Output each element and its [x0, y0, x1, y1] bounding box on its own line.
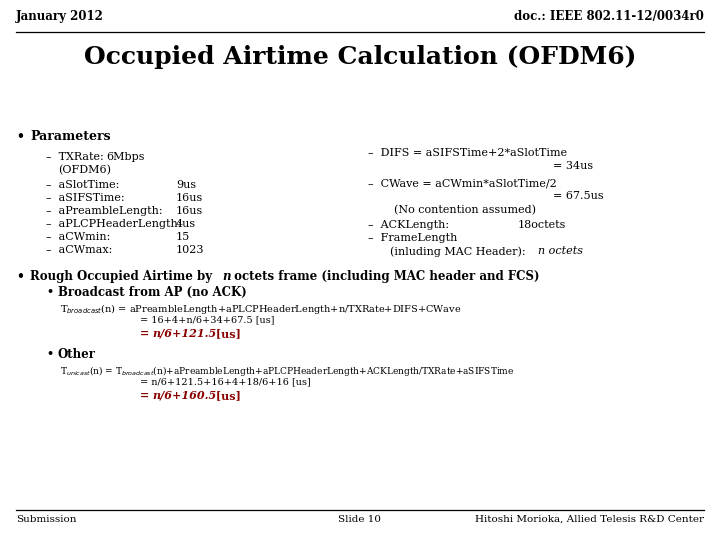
Text: •: • — [16, 130, 24, 143]
Text: doc.: IEEE 802.11-12/0034r0: doc.: IEEE 802.11-12/0034r0 — [514, 10, 704, 23]
Text: T$_{unicast}$(n) = T$_{broadcast}$(n)+aPreambleLength+aPLCPHeaderLength+ACKLengt: T$_{unicast}$(n) = T$_{broadcast}$(n)+aP… — [60, 364, 515, 378]
Text: –  FrameLength: – FrameLength — [368, 233, 457, 243]
Text: Broadcast from AP (no ACK): Broadcast from AP (no ACK) — [58, 286, 247, 299]
Text: [us]: [us] — [212, 390, 241, 401]
Text: n/6+160.5: n/6+160.5 — [152, 390, 216, 401]
Text: –  aSIFSTime:: – aSIFSTime: — [46, 193, 125, 203]
Text: –  aCWmin:: – aCWmin: — [46, 232, 110, 242]
Text: Other: Other — [58, 348, 96, 361]
Text: n octets: n octets — [538, 246, 583, 256]
Text: January 2012: January 2012 — [16, 10, 104, 23]
Text: •: • — [46, 286, 53, 297]
Text: 15: 15 — [176, 232, 190, 242]
Text: (OFDM6): (OFDM6) — [58, 165, 111, 176]
Text: = 67.5us: = 67.5us — [553, 191, 603, 201]
Text: •: • — [46, 348, 53, 359]
Text: 16us: 16us — [176, 193, 203, 203]
Text: 1023: 1023 — [176, 245, 204, 255]
Text: –  aCWmax:: – aCWmax: — [46, 245, 112, 255]
Text: octets frame (including MAC header and FCS): octets frame (including MAC header and F… — [230, 270, 539, 283]
Text: =: = — [140, 390, 153, 401]
Text: T$_{broadcast}$(n) = aPreambleLength+aPLCPHeaderLength+n/TXRate+DIFS+CWave: T$_{broadcast}$(n) = aPreambleLength+aPL… — [60, 302, 462, 316]
Text: –  ACKLength:: – ACKLength: — [368, 220, 449, 230]
Text: Parameters: Parameters — [30, 130, 111, 143]
Text: [us]: [us] — [212, 328, 241, 339]
Text: –  TXRate:: – TXRate: — [46, 152, 104, 162]
Text: = 16+4+n/6+34+67.5 [us]: = 16+4+n/6+34+67.5 [us] — [140, 315, 274, 324]
Text: (No contention assumed): (No contention assumed) — [394, 205, 536, 215]
Text: 9us: 9us — [176, 180, 196, 190]
Text: 16us: 16us — [176, 206, 203, 216]
Text: =: = — [140, 328, 153, 339]
Text: –  CWave = aCWmin*aSlotTime/2: – CWave = aCWmin*aSlotTime/2 — [368, 178, 557, 188]
Text: n: n — [222, 270, 230, 283]
Text: –  aSlotTime:: – aSlotTime: — [46, 180, 120, 190]
Text: Hitoshi Morioka, Allied Telesis R&D Center: Hitoshi Morioka, Allied Telesis R&D Cent… — [475, 515, 704, 524]
Text: = n/6+121.5+16+4+18/6+16 [us]: = n/6+121.5+16+4+18/6+16 [us] — [140, 377, 311, 386]
Text: 4us: 4us — [176, 219, 196, 229]
Text: Occupied Airtime Calculation (OFDM6): Occupied Airtime Calculation (OFDM6) — [84, 45, 636, 69]
Text: 18octets: 18octets — [518, 220, 567, 230]
Text: Submission: Submission — [16, 515, 76, 524]
Text: Slide 10: Slide 10 — [338, 515, 382, 524]
Text: (inluding MAC Header):: (inluding MAC Header): — [390, 246, 526, 256]
Text: –  aPLCPHeaderLength:: – aPLCPHeaderLength: — [46, 219, 181, 229]
Text: n/6+121.5: n/6+121.5 — [152, 328, 216, 339]
Text: –  aPreambleLength:: – aPreambleLength: — [46, 206, 163, 216]
Text: –  DIFS = aSIFSTime+2*aSlotTime: – DIFS = aSIFSTime+2*aSlotTime — [368, 148, 567, 158]
Text: •: • — [16, 270, 24, 283]
Text: Rough Occupied Airtime by: Rough Occupied Airtime by — [30, 270, 216, 283]
Text: 6Mbps: 6Mbps — [106, 152, 145, 162]
Text: = 34us: = 34us — [553, 161, 593, 171]
